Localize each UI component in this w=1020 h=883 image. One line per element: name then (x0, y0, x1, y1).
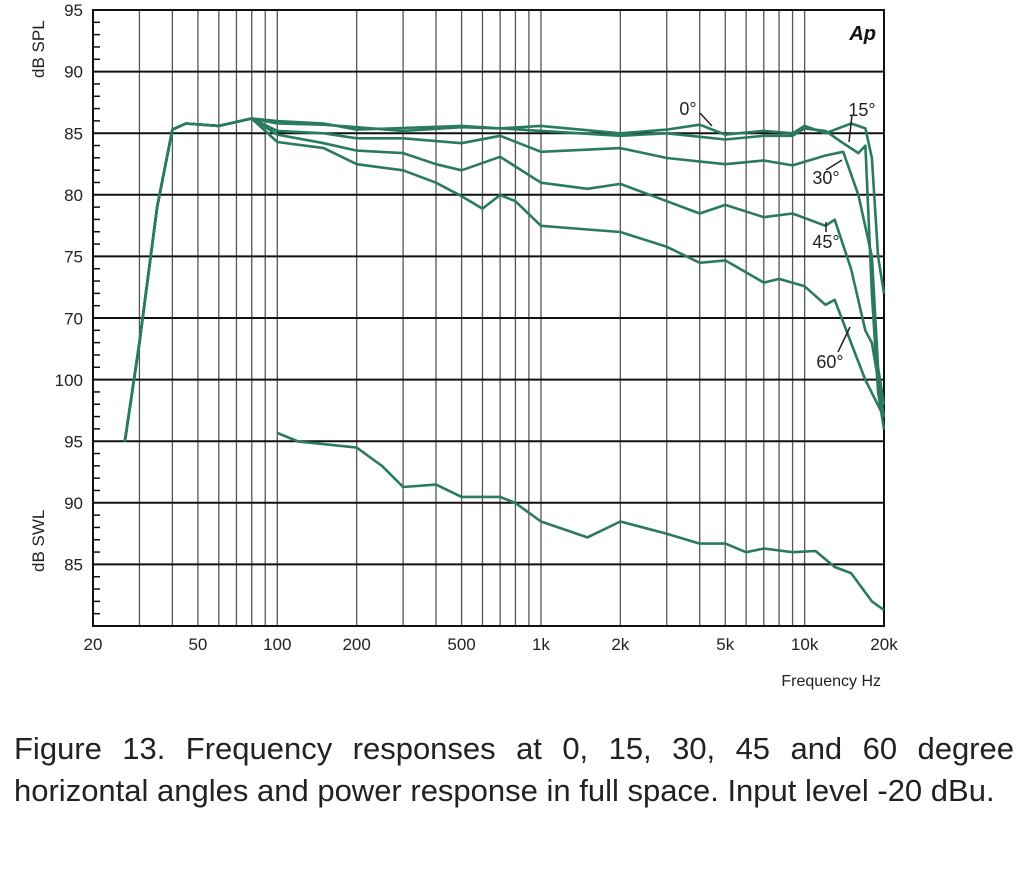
series-line-powerresponse (276, 431, 885, 612)
y-tick-label: 90 (64, 494, 83, 513)
y-tick-label: 80 (64, 186, 83, 205)
series-label: 60° (816, 352, 843, 372)
x-tick-label: 20 (84, 635, 103, 654)
plot-frame (92, 9, 885, 627)
label-leader-line (699, 112, 713, 127)
x-tick-label: 20k (870, 635, 898, 654)
series-label: 0° (679, 99, 696, 119)
x-axis-label: Frequency Hz (781, 673, 881, 690)
x-tick-label: 2k (611, 635, 629, 654)
x-tick-label: 5k (716, 635, 734, 654)
label-leader-line (848, 114, 853, 143)
y-tick-label: 95 (64, 433, 83, 452)
x-tick-label: 50 (188, 635, 207, 654)
y-tick-label: 75 (64, 248, 83, 267)
y-tick-label: 70 (64, 309, 83, 328)
y-tick-label: 85 (64, 556, 83, 575)
x-tick-label: 10k (791, 635, 819, 654)
x-tick-label: 100 (263, 635, 291, 654)
ap-logo: Ap (848, 23, 876, 45)
frequency-response-chart: 95 90 85 80 75 70 100 95 90 85 dB SPL dB SWL 20 50 100… (29, 1, 898, 690)
y-tick-label: 85 (64, 124, 83, 143)
y-tick-label: 100 (55, 371, 83, 390)
y-tick-label: 90 (64, 63, 83, 82)
x-tick-label: 500 (447, 635, 475, 654)
series-label: 45° (812, 232, 839, 252)
y-tick-label: 95 (64, 1, 83, 20)
y-axis-label-spl: dB SPL (29, 20, 48, 78)
series-label: 30° (812, 168, 839, 188)
series-line-60 (123, 117, 886, 442)
x-tick-label: 200 (342, 635, 370, 654)
label-leader-line (837, 326, 851, 353)
figure-caption: Figure 13. Frequency responses at 0, 15,… (14, 731, 1014, 808)
series-label: 15° (848, 100, 875, 120)
y-axis-label-swl: dB SWL (29, 510, 48, 572)
label-leader-line (825, 159, 843, 171)
x-tick-label: 1k (532, 635, 550, 654)
